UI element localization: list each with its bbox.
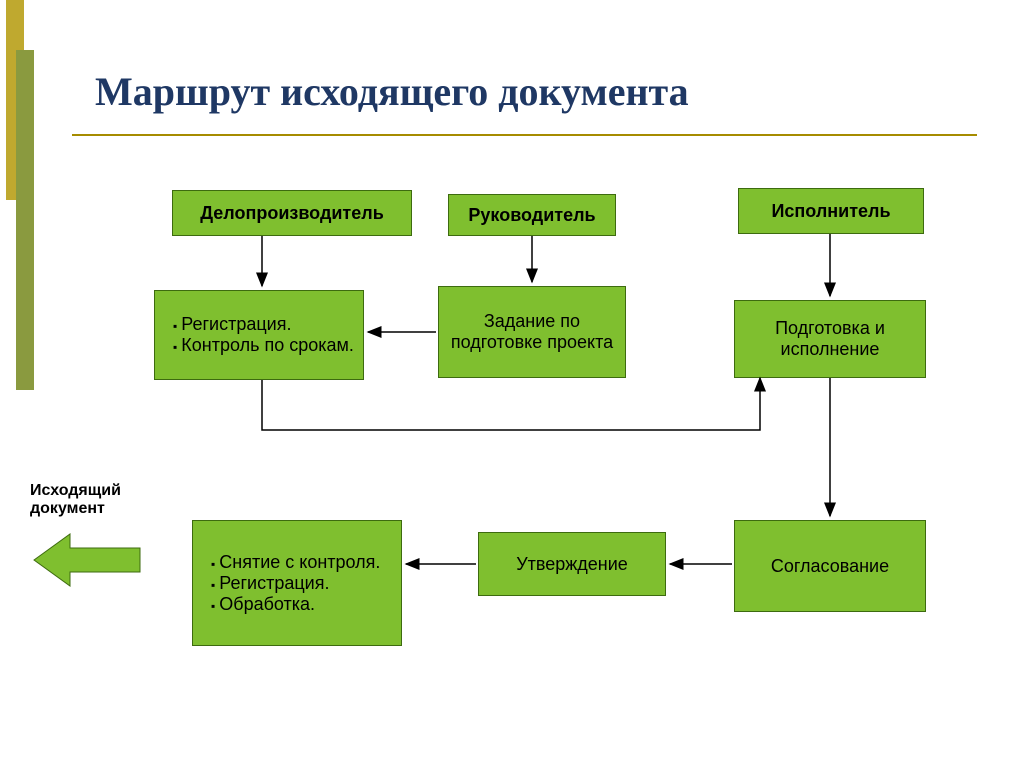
node-removal: Снятие с контроля. Регистрация. Обработк… <box>192 520 402 646</box>
registration-item-1: Контроль по срокам. <box>173 335 354 356</box>
title-underline <box>72 134 977 136</box>
node-approval: Утверждение <box>478 532 666 596</box>
node-approval-label: Утверждение <box>516 554 628 575</box>
node-registration: Регистрация. Контроль по срокам. <box>154 290 364 380</box>
outgoing-line-2: документ <box>30 500 121 518</box>
outgoing-line-1: Исходящий <box>30 482 121 500</box>
outgoing-block-arrow <box>34 534 140 586</box>
removal-item-0: Снятие с контроля. <box>211 552 380 573</box>
node-manager-label: Руководитель <box>468 205 595 226</box>
registration-item-0: Регистрация. <box>173 314 292 335</box>
removal-item-2: Обработка. <box>211 594 315 615</box>
node-task-label: Задание по подготовке проекта <box>447 311 617 353</box>
node-clerk: Делопроизводитель <box>172 190 412 236</box>
outgoing-doc-label: Исходящий документ <box>30 482 121 518</box>
node-coordination-label: Согласование <box>771 556 889 577</box>
node-prepare-label: Подготовка и исполнение <box>743 318 917 360</box>
node-executor: Исполнитель <box>738 188 924 234</box>
node-clerk-label: Делопроизводитель <box>200 203 384 224</box>
node-prepare: Подготовка и исполнение <box>734 300 926 378</box>
node-task: Задание по подготовке проекта <box>438 286 626 378</box>
node-executor-label: Исполнитель <box>771 201 890 222</box>
removal-item-1: Регистрация. <box>211 573 330 594</box>
arrows-layer <box>0 0 1024 768</box>
node-manager: Руководитель <box>448 194 616 236</box>
decor-bar-2 <box>16 50 34 390</box>
node-coordination: Согласование <box>734 520 926 612</box>
page-title: Маршрут исходящего документа <box>95 68 689 115</box>
